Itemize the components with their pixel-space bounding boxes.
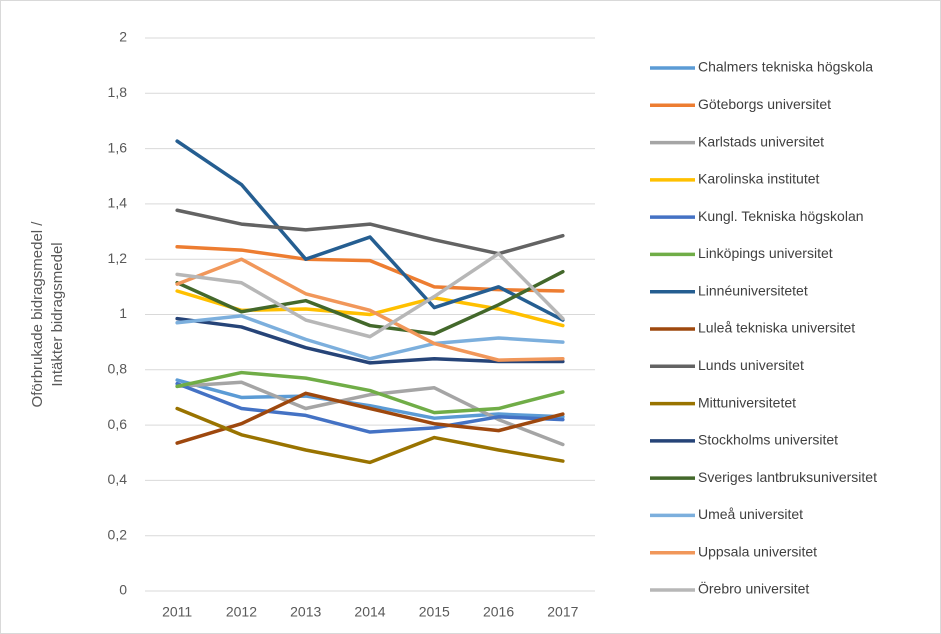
legend-text: Mittuniversitetet	[698, 394, 796, 410]
series-line	[175, 139, 565, 322]
y-tick-label: 0,8	[108, 361, 128, 377]
y-tick-label: 0	[119, 582, 127, 598]
legend-text: Kungl. Tekniska högskolan	[698, 208, 864, 224]
legend-text: Linköpings universitet	[698, 245, 833, 261]
series-line	[175, 314, 565, 361]
legend-text: Göteborgs universitet	[698, 96, 831, 112]
x-tick-label: 2011	[162, 604, 192, 620]
legend-text: Lunds universitet	[698, 357, 804, 373]
x-tick-label: 2016	[483, 604, 514, 620]
series-line	[175, 378, 565, 420]
series-line	[175, 370, 565, 415]
y-tick-label: 1	[119, 305, 127, 321]
series-line	[175, 391, 565, 445]
y-tick-label: 1,4	[108, 195, 128, 211]
series-line	[175, 251, 565, 339]
series-line	[175, 269, 565, 336]
legend-text: Chalmers tekniska högskola	[698, 59, 873, 75]
x-tick-label: 2013	[290, 604, 321, 620]
y-tick-label: 0,6	[108, 416, 128, 432]
x-tick-label: 2015	[419, 604, 450, 620]
series-line	[175, 381, 565, 434]
legend-text: Linnéuniversitetet	[698, 282, 808, 298]
legend-text: Karlstads universitet	[698, 133, 824, 149]
y-tick-label: 0,2	[108, 526, 128, 542]
y-tick-label: 0,4	[108, 471, 128, 487]
series-line	[175, 257, 565, 362]
plot: 0 0,2 0,4 0,6 0,8 1 1,2 1,4 1,6 1,8 2 2011 2012 2013 2…	[29, 29, 877, 620]
legend-text: Stockholms universitet	[698, 432, 838, 448]
legend-text: Sveriges lantbruksuniversitet	[698, 469, 877, 485]
series-line	[175, 406, 565, 465]
legend-text: Umeå universitet	[698, 506, 803, 522]
series-line	[175, 380, 565, 447]
y-tick-label: 1,6	[108, 139, 128, 155]
legend-text: Karolinska institutet	[698, 171, 820, 187]
x-tick-label: 2017	[547, 604, 578, 620]
y-tick-label: 1,2	[108, 250, 128, 266]
legend-text: Luleå tekniska universitet	[698, 320, 855, 336]
y-axis-label: Intäkter bidragsmedel	[49, 242, 66, 386]
y-tick-label: 2	[119, 29, 127, 45]
x-tick-label: 2012	[226, 604, 257, 620]
y-tick-label: 1,8	[108, 84, 128, 100]
series-line	[175, 245, 565, 293]
legend-text: Örebro universitet	[698, 580, 809, 597]
y-axis-label: Oförbrukade bidragsmedel /	[29, 221, 46, 408]
x-tick-label: 2014	[354, 604, 385, 620]
legend-text: Uppsala universitet	[698, 543, 817, 559]
